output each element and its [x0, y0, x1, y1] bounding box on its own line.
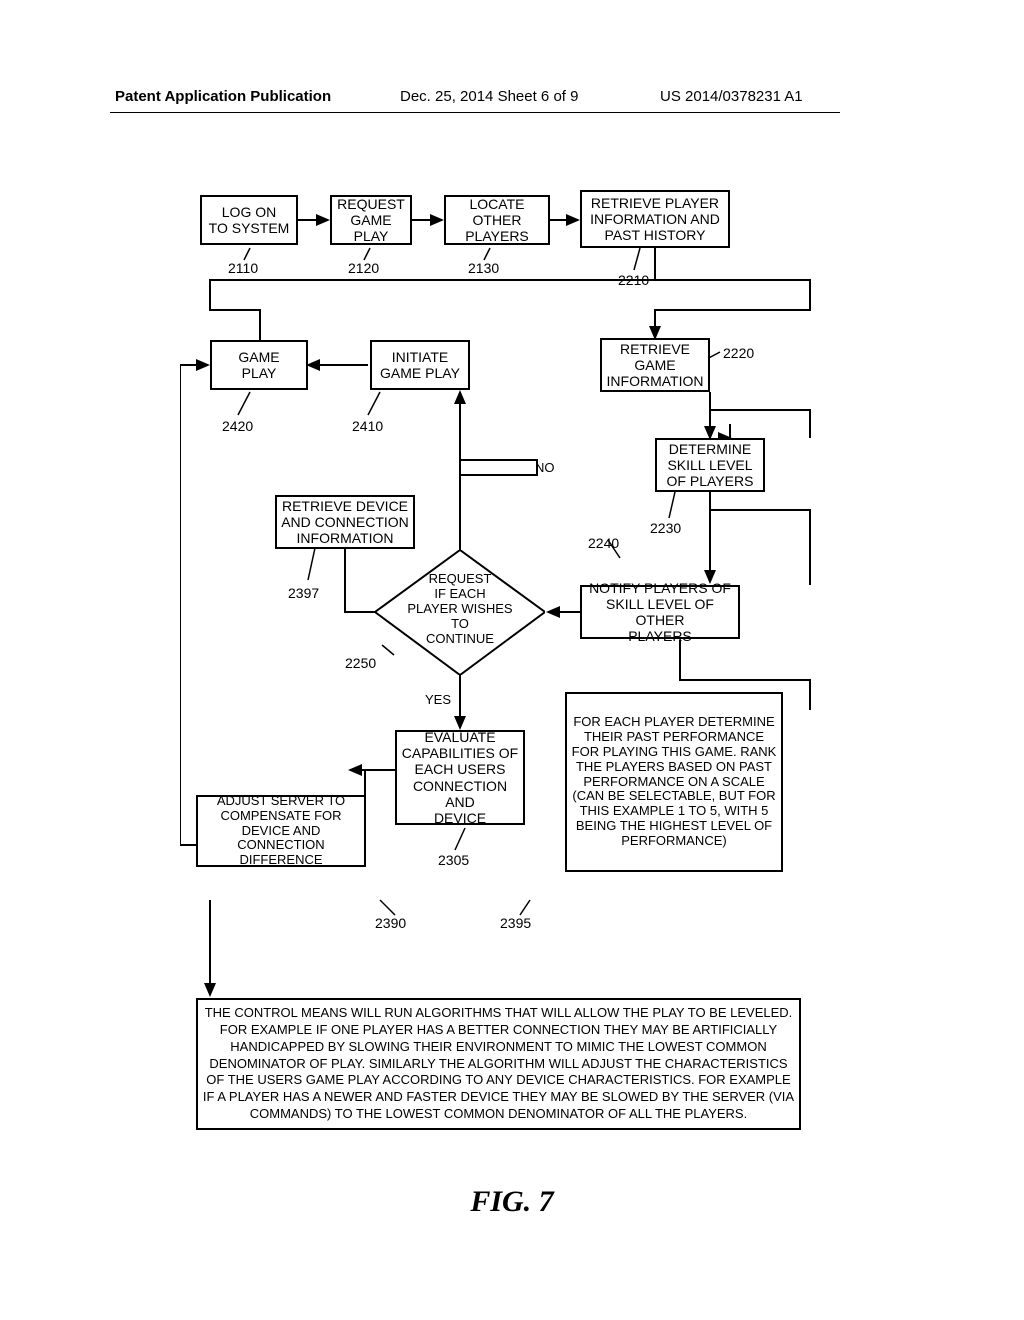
node-evaluate-text: EVALUATECAPABILITIES OFEACH USERSCONNECT… [400, 729, 520, 826]
ref-2210: 2210 [618, 272, 649, 288]
node-rank-text: FOR EACH PLAYER DETERMINE THEIR PAST PER… [570, 715, 778, 849]
ref-2130: 2130 [468, 260, 499, 276]
node-retrieve-game: RETRIEVEGAMEINFORMATION [600, 338, 710, 392]
header-publication: Patent Application Publication [115, 88, 331, 105]
node-determine-skill-text: DETERMINESKILL LEVELOF PLAYERS [667, 441, 754, 489]
header-divider [110, 112, 840, 113]
node-control-text: THE CONTROL MEANS WILL RUN ALGORITHMS TH… [201, 1005, 796, 1123]
ref-2410: 2410 [352, 418, 383, 434]
node-request-play-text: REQUESTGAME PLAY [335, 196, 407, 244]
node-retrieve-player: RETRIEVE PLAYERINFORMATION ANDPAST HISTO… [580, 190, 730, 248]
ref-2230: 2230 [650, 520, 681, 536]
node-adjust-text: ADJUST SERVER TOCOMPENSATE FORDEVICE AND… [201, 794, 361, 869]
ref-2240: 2240 [588, 535, 619, 551]
ref-2420: 2420 [222, 418, 253, 434]
figure-title: FIG. 7 [0, 1185, 1024, 1219]
node-request-play: REQUESTGAME PLAY [330, 195, 412, 245]
node-evaluate: EVALUATECAPABILITIES OFEACH USERSCONNECT… [395, 730, 525, 825]
node-log-on: LOG ONTO SYSTEM [200, 195, 298, 245]
node-retrieve-device: RETRIEVE DEVICEAND CONNECTIONINFORMATION [275, 495, 415, 549]
ref-2110: 2110 [228, 260, 258, 276]
node-locate: LOCATEOTHER PLAYERS [444, 195, 550, 245]
ref-2390: 2390 [375, 915, 406, 931]
node-locate-text: LOCATEOTHER PLAYERS [449, 196, 545, 244]
ref-2395: 2395 [500, 915, 531, 931]
page: Patent Application Publication Dec. 25, … [0, 0, 1024, 1320]
node-notify: NOTIFY PLAYERS OFSKILL LEVEL OF OTHERPLA… [580, 585, 740, 639]
node-log-on-text: LOG ONTO SYSTEM [209, 204, 290, 236]
flowchart-diagram: LOG ONTO SYSTEM REQUESTGAME PLAY LOCATEO… [180, 180, 830, 1180]
node-initiate: INITIATEGAME PLAY [370, 340, 470, 390]
node-rank: FOR EACH PLAYER DETERMINE THEIR PAST PER… [565, 692, 783, 872]
node-adjust: ADJUST SERVER TOCOMPENSATE FORDEVICE AND… [196, 795, 366, 867]
node-game-play-text: GAMEPLAY [238, 349, 279, 381]
node-game-play: GAMEPLAY [210, 340, 308, 390]
node-retrieve-game-text: RETRIEVEGAMEINFORMATION [607, 341, 704, 389]
edge-label-no: NO [535, 460, 555, 475]
node-retrieve-player-text: RETRIEVE PLAYERINFORMATION ANDPAST HISTO… [590, 195, 720, 243]
header-date-sheet: Dec. 25, 2014 Sheet 6 of 9 [400, 88, 578, 105]
node-control: THE CONTROL MEANS WILL RUN ALGORITHMS TH… [196, 998, 801, 1130]
edge-label-yes: YES [425, 692, 451, 707]
ref-2250: 2250 [345, 655, 376, 671]
header-app-number: US 2014/0378231 A1 [660, 88, 803, 105]
node-retrieve-device-text: RETRIEVE DEVICEAND CONNECTIONINFORMATION [281, 498, 409, 546]
ref-2120: 2120 [348, 260, 379, 276]
ref-2305: 2305 [438, 852, 469, 868]
node-initiate-text: INITIATEGAME PLAY [380, 349, 460, 381]
node-notify-text: NOTIFY PLAYERS OFSKILL LEVEL OF OTHERPLA… [585, 580, 735, 644]
node-decision-diamond [375, 550, 545, 675]
ref-2220: 2220 [723, 345, 754, 361]
ref-2397: 2397 [288, 585, 319, 601]
node-determine-skill: DETERMINESKILL LEVELOF PLAYERS [655, 438, 765, 492]
